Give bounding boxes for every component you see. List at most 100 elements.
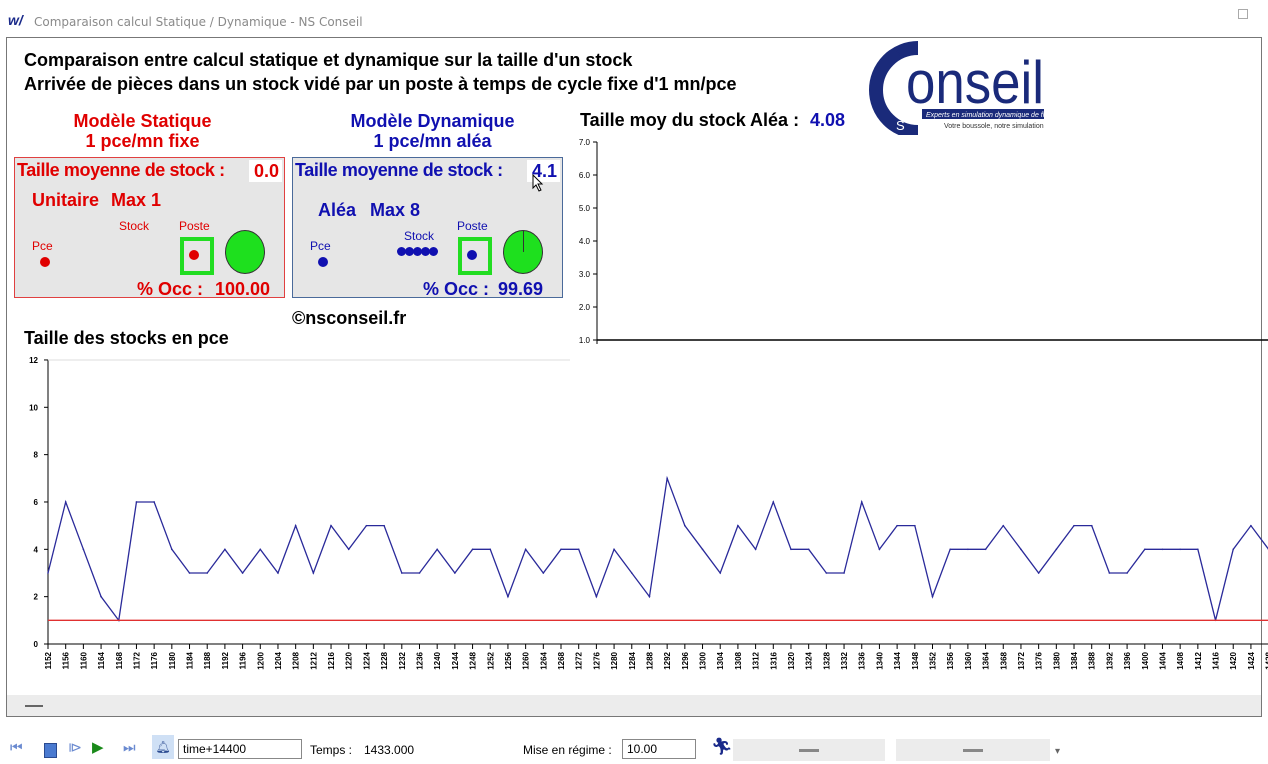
stock-point bbox=[418, 572, 421, 574]
static-pce-label: Pce bbox=[32, 239, 53, 253]
x-tick-label: 1292 bbox=[663, 651, 672, 669]
static-arrival-part bbox=[40, 257, 50, 267]
stock-point bbox=[454, 572, 456, 574]
dropdown-arrow-icon[interactable]: ▾ bbox=[1055, 746, 1061, 757]
avg-stock-chart: 1.0 2.0 3.0 4.0 5.0 6.0 7.0 bbox=[579, 138, 1268, 345]
dynamic-arrival-part bbox=[318, 257, 328, 267]
stock-point bbox=[595, 595, 598, 598]
x-tick-label: 1260 bbox=[522, 651, 531, 669]
dynamic-pce-label: Pce bbox=[310, 239, 331, 253]
horizontal-scrollbar[interactable] bbox=[7, 695, 1261, 716]
stock-point bbox=[171, 548, 173, 551]
static-occ-label: % Occ : bbox=[137, 279, 204, 299]
stock-point bbox=[241, 572, 244, 574]
stock-point bbox=[843, 572, 845, 574]
x-tick-label: 1328 bbox=[822, 651, 831, 669]
stock-point bbox=[1197, 548, 1199, 551]
end-time-input[interactable]: time+14400 bbox=[178, 739, 302, 759]
x-tick-label: 1344 bbox=[893, 651, 902, 669]
stock-point bbox=[330, 524, 332, 527]
x-tick-label: 1304 bbox=[716, 651, 725, 669]
stock-point bbox=[1108, 572, 1111, 574]
x-tick-label: 1240 bbox=[433, 651, 442, 669]
stock-point bbox=[542, 572, 545, 574]
static-model-panel: Taille moyenne de stock : 0.0 Unitaire M… bbox=[14, 157, 285, 299]
stop-icon[interactable] bbox=[44, 743, 57, 758]
dynamic-model-title: Modèle Dynamique 1 pce/mn aléa bbox=[330, 111, 535, 151]
stock-point bbox=[1161, 548, 1164, 551]
second-slider[interactable] bbox=[896, 739, 1050, 761]
mouse-cursor-icon bbox=[532, 174, 544, 192]
svg-text:N: N bbox=[894, 46, 903, 61]
stock-point bbox=[701, 548, 704, 551]
dynamic-occ-value: 99.69 bbox=[498, 279, 544, 299]
x-tick-label: 1256 bbox=[504, 651, 513, 669]
stock-point bbox=[471, 548, 474, 551]
x-tick-label: 1392 bbox=[1105, 651, 1114, 669]
stock-point bbox=[860, 501, 863, 503]
header-line1: Comparaison entre calcul statique et dyn… bbox=[24, 50, 633, 70]
stock-point bbox=[188, 572, 191, 574]
x-tick-label: 1316 bbox=[769, 651, 778, 669]
stock-point bbox=[772, 501, 775, 503]
y-tick-label: 6.0 bbox=[579, 171, 591, 180]
regime-label: Mise en régime : bbox=[523, 743, 612, 757]
stock-point bbox=[1250, 524, 1252, 527]
avg-alea-label: Taille moy du stock Aléa : bbox=[580, 110, 800, 130]
temps-label: Temps : bbox=[310, 743, 353, 757]
x-tick-label: 1428 bbox=[1265, 651, 1268, 669]
stock-point bbox=[1090, 524, 1093, 527]
stock-point bbox=[1143, 548, 1146, 551]
stock-point bbox=[878, 548, 881, 551]
bell-icon[interactable]: 🔔︎ bbox=[152, 735, 174, 759]
regime-input[interactable]: 10.00 bbox=[622, 739, 696, 759]
fast-forward-icon[interactable]: ⏭ bbox=[123, 739, 136, 755]
dynamic-type-label: Aléa bbox=[318, 200, 357, 220]
x-tick-label: 1416 bbox=[1212, 651, 1221, 669]
dynamic-model-panel: Taille moyenne de stock : 4.1 Aléa Max 8… bbox=[292, 157, 563, 299]
play-icon[interactable]: ▶ bbox=[92, 739, 104, 756]
x-tick-label: 1164 bbox=[97, 651, 106, 669]
x-tick-label: 1320 bbox=[787, 651, 796, 669]
x-tick-label: 1244 bbox=[451, 651, 460, 669]
step-icon[interactable]: ⧐ bbox=[68, 739, 82, 755]
x-tick-label: 1396 bbox=[1123, 651, 1132, 669]
x-tick-label: 1152 bbox=[44, 651, 53, 669]
x-tick-label: 1276 bbox=[592, 651, 601, 669]
stock-point bbox=[312, 572, 315, 574]
x-tick-label: 1332 bbox=[840, 651, 849, 669]
stock-point bbox=[524, 548, 527, 551]
x-tick-label: 1408 bbox=[1176, 651, 1185, 669]
dynamic-occ-label: % Occ : bbox=[423, 279, 490, 299]
stock-point bbox=[1126, 572, 1128, 574]
x-tick-label: 1388 bbox=[1088, 651, 1097, 669]
stock-part bbox=[421, 247, 430, 256]
static-occupancy-gauge bbox=[225, 230, 265, 274]
x-tick-label: 1180 bbox=[168, 651, 177, 669]
dynamic-stock-label: Stock bbox=[404, 229, 435, 243]
x-tick-label: 1348 bbox=[911, 651, 920, 669]
x-tick-label: 1340 bbox=[875, 651, 884, 669]
runner-speed-icon: 🏃︎ bbox=[711, 737, 733, 756]
stock-point bbox=[489, 548, 492, 551]
y-tick-label: 4.0 bbox=[579, 237, 591, 246]
x-tick-label: 1352 bbox=[929, 651, 938, 669]
rewind-icon[interactable]: ⏮ bbox=[10, 739, 23, 755]
dynamic-poste-part bbox=[467, 250, 477, 260]
x-tick-label: 1236 bbox=[415, 651, 424, 669]
stock-point bbox=[630, 572, 633, 574]
stock-point bbox=[1037, 572, 1040, 574]
maximize-button[interactable] bbox=[1238, 9, 1248, 19]
y-tick-label: 7.0 bbox=[579, 138, 591, 147]
x-tick-label: 1272 bbox=[575, 651, 584, 669]
speed-slider[interactable] bbox=[733, 739, 885, 761]
y-tick-label: 6 bbox=[34, 498, 39, 507]
static-poste-box bbox=[180, 237, 214, 275]
stock-point bbox=[967, 548, 969, 551]
stock-point bbox=[47, 572, 49, 574]
logo-text: onseil bbox=[906, 49, 1044, 116]
stock-point bbox=[64, 501, 67, 503]
stock-point bbox=[666, 477, 668, 480]
x-tick-label: 1160 bbox=[79, 651, 88, 669]
dynamic-max-label: Max 8 bbox=[370, 200, 421, 220]
